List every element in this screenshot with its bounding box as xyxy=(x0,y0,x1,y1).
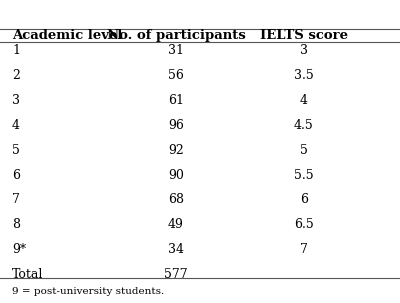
Text: 5: 5 xyxy=(300,144,308,157)
Text: 4.5: 4.5 xyxy=(294,119,314,132)
Text: 8: 8 xyxy=(12,218,20,231)
Text: 2: 2 xyxy=(12,69,20,82)
Text: 61: 61 xyxy=(168,94,184,107)
Text: 6: 6 xyxy=(12,169,20,181)
Text: 6: 6 xyxy=(300,194,308,206)
Text: 31: 31 xyxy=(168,45,184,57)
Text: 68: 68 xyxy=(168,194,184,206)
Text: 90: 90 xyxy=(168,169,184,181)
Text: 1: 1 xyxy=(12,45,20,57)
Text: 96: 96 xyxy=(168,119,184,132)
Text: 3.5: 3.5 xyxy=(294,69,314,82)
Text: 6.5: 6.5 xyxy=(294,218,314,231)
Text: 3: 3 xyxy=(12,94,20,107)
Text: 4: 4 xyxy=(12,119,20,132)
Text: 92: 92 xyxy=(168,144,184,157)
Text: 7: 7 xyxy=(300,243,308,256)
Text: Academic level: Academic level xyxy=(12,29,122,42)
Text: 4: 4 xyxy=(300,94,308,107)
Text: 5.5: 5.5 xyxy=(294,169,314,181)
Text: 9 = post-university students.: 9 = post-university students. xyxy=(12,287,164,296)
Text: 56: 56 xyxy=(168,69,184,82)
Text: 49: 49 xyxy=(168,218,184,231)
Text: 34: 34 xyxy=(168,243,184,256)
Text: No. of participants: No. of participants xyxy=(107,29,245,42)
Text: 3: 3 xyxy=(300,45,308,57)
Text: 577: 577 xyxy=(164,268,188,281)
Text: Total: Total xyxy=(12,268,43,281)
Text: 5: 5 xyxy=(12,144,20,157)
Text: IELTS score: IELTS score xyxy=(260,29,348,42)
Text: 9*: 9* xyxy=(12,243,26,256)
Text: 7: 7 xyxy=(12,194,20,206)
